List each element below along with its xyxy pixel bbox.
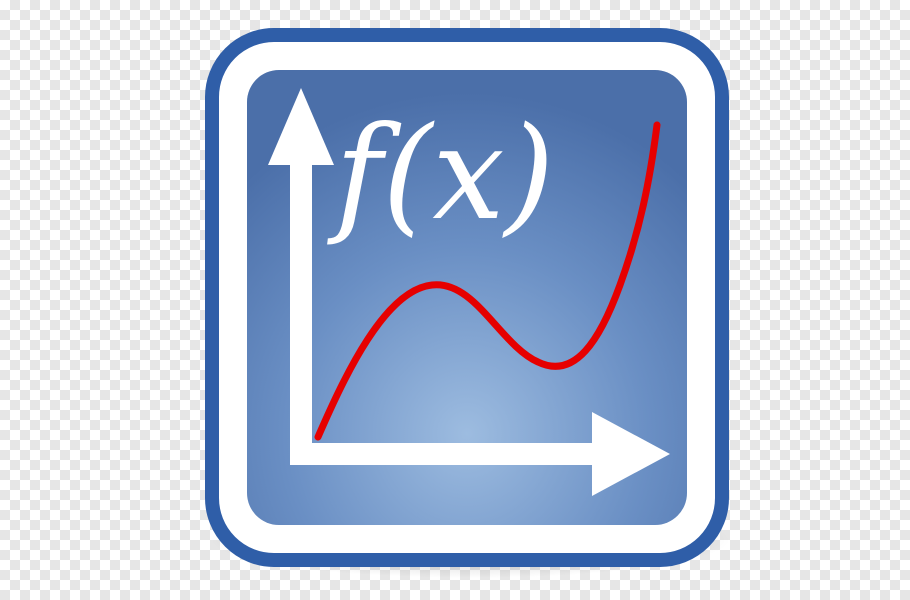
y-axis-arrow xyxy=(268,88,334,465)
x-axis-arrow xyxy=(290,412,670,496)
formula-label: f(x) xyxy=(327,100,554,249)
function-curve xyxy=(314,121,661,441)
